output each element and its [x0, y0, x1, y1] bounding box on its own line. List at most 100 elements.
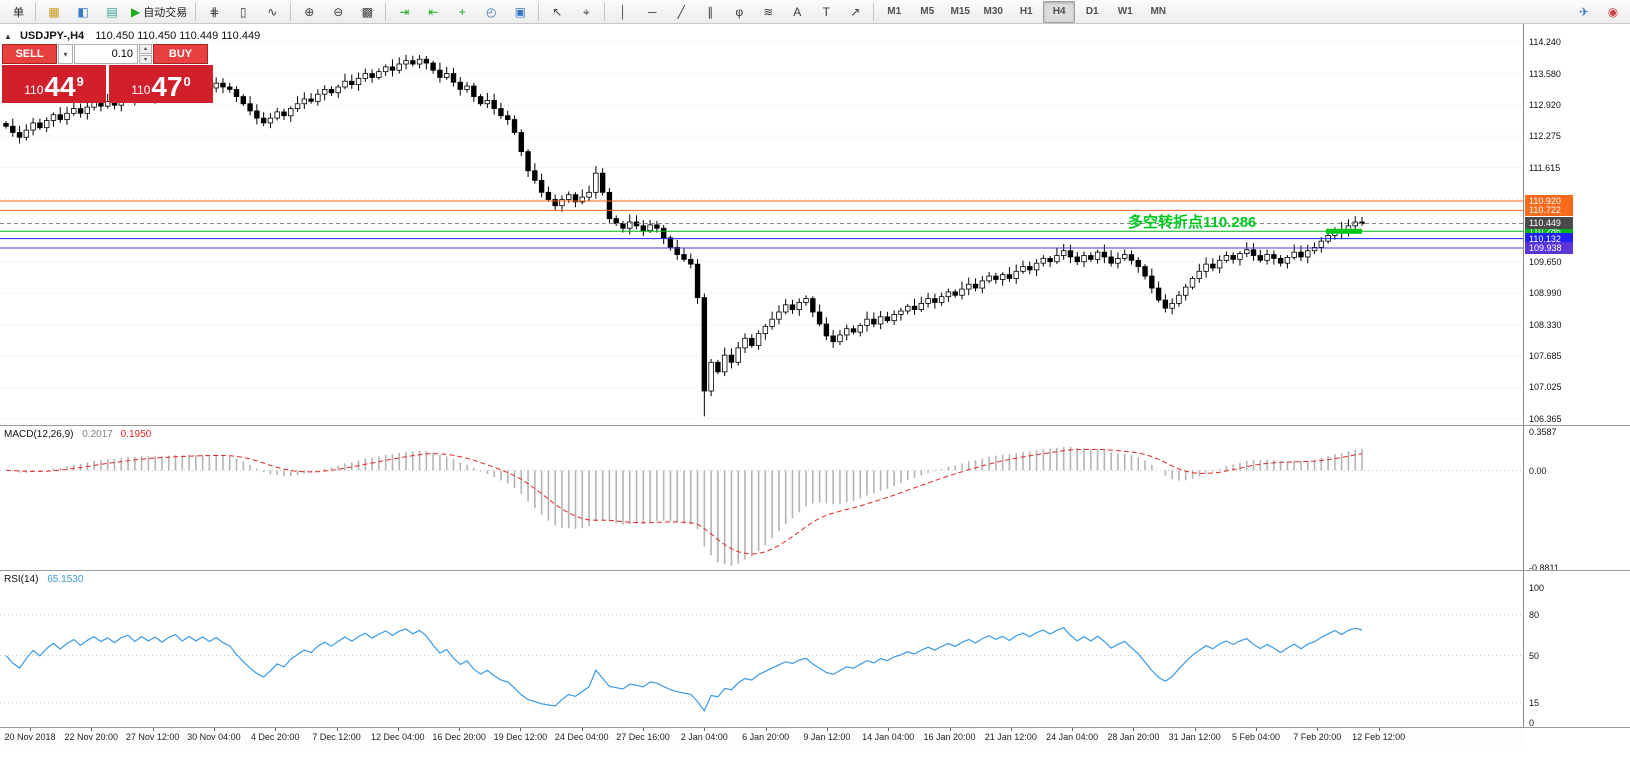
auto-scroll-icon[interactable]: ⇥ [390, 1, 418, 23]
timeframe-m1-button[interactable]: M1 [878, 1, 910, 23]
waves-icon: ≋ [763, 4, 774, 19]
trade-panel-collapse-button[interactable]: ▲ [4, 32, 12, 41]
time-axis-label: 30 Nov 04:00 [187, 732, 241, 742]
new-order-button-label: 单 [13, 6, 24, 19]
text-icon: A [793, 4, 802, 19]
templates-icon[interactable]: ▣ [506, 1, 534, 23]
bar-chart-icon[interactable]: ⋕ [200, 1, 228, 23]
sell-price-prefix: 110 [24, 83, 44, 97]
crosshair-icon[interactable]: ⌖ [572, 1, 600, 23]
autotrading-button[interactable]: ▶ 自动交易 [127, 1, 191, 23]
waves-icon[interactable]: ≋ [754, 1, 782, 23]
buy-button[interactable]: 110 47 0 [109, 65, 213, 103]
zoom-in-icon: ⊕ [304, 4, 315, 19]
channel-icon[interactable]: ∥ [696, 1, 724, 23]
grid-icon[interactable]: ▩ [353, 1, 381, 23]
panel-splitter-rsi[interactable] [0, 570, 1630, 571]
price-chart[interactable] [0, 24, 1523, 425]
fibonacci-icon: φ [735, 4, 744, 19]
cursor-icon: ↖ [552, 4, 563, 19]
timeframe-m15-button[interactable]: M15 [944, 1, 976, 23]
buy-price-sup: 0 [183, 74, 191, 89]
toolbar-separator [35, 2, 36, 21]
text-icon[interactable]: A [783, 1, 811, 23]
new-order-button[interactable]: 单 [3, 1, 31, 23]
time-axis-label: 19 Dec 12:00 [493, 732, 548, 742]
cursor-icon[interactable]: ↖ [543, 1, 571, 23]
horizontal-line-icon[interactable]: ─ [638, 1, 666, 23]
buy-button-small[interactable]: BUY [153, 44, 208, 64]
time-axis-label: 21 Jan 12:00 [984, 732, 1037, 742]
toolbar-separator [385, 2, 387, 21]
support-icon[interactable]: ◉ [1599, 1, 1627, 23]
terminal-icon[interactable]: ▤ [98, 1, 126, 23]
macd-panel[interactable] [0, 426, 1523, 570]
navigator-icon: ◧ [77, 4, 89, 19]
timeframe-m5-button[interactable]: M5 [911, 1, 943, 23]
time-axis-tick [1378, 728, 1380, 731]
timeframe-h4-button[interactable]: H4 [1043, 0, 1076, 23]
trendline-icon[interactable]: ╱ [667, 1, 695, 23]
chart-ohlc-values: 110.450 110.450 110.449 110.449 [95, 30, 261, 42]
chart-shift-icon[interactable]: ⇤ [419, 1, 447, 23]
time-axis-tick [1256, 728, 1257, 731]
new-chart-icon[interactable]: + [448, 1, 476, 23]
volume-down-button[interactable]: ▾ [139, 54, 152, 64]
time-axis-label: 2 Jan 04:00 [680, 732, 728, 742]
arrows-icon[interactable]: ↗ [841, 1, 869, 23]
rsi-axis-label: 0 [1529, 718, 1535, 728]
auto-scroll-icon: ⇥ [399, 4, 410, 19]
volume-dropdown[interactable]: ▾ [58, 44, 73, 64]
macd-label: MACD(12,26,9) 0.2017 0.1950 [4, 429, 151, 440]
timeframe-h1-button[interactable]: H1 [1010, 1, 1042, 23]
bar-chart-icon: ⋕ [209, 4, 220, 19]
timeframe-m30-button[interactable]: M30 [977, 1, 1009, 23]
vertical-line-icon[interactable]: │ [609, 1, 637, 23]
rsi-panel[interactable] [0, 571, 1523, 727]
navigator-icon[interactable]: ◧ [69, 1, 97, 23]
panel-splitter-macd[interactable] [0, 425, 1630, 426]
macd-name: MACD(12,26,9) [4, 429, 74, 440]
rsi-label: RSI(14) 65.1530 [4, 574, 83, 585]
profiles-icon[interactable]: ◴ [477, 1, 505, 23]
toolbar: 单 ▦ ◧ ▤ ▶ 自动交易 ⋕ ▯ ∿ ⊕ ⊖ ▩ ⇥ ⇤ + ◴ ▣ ↖ ⌖ │ ─ ╱ ∥ φ ≋ A T ↗ M1 M5 M15 M3… [0, 0, 1630, 24]
timeframe-m15-button-label: M15 [950, 6, 970, 17]
price-axis-label: 107.025 [1529, 382, 1562, 393]
timeframe-d1-button[interactable]: D1 [1076, 1, 1108, 23]
price-axis-label: 109.650 [1529, 256, 1562, 267]
time-axis-label: 6 Jan 20:00 [742, 732, 790, 742]
volume-up-button[interactable]: ▴ [139, 44, 152, 54]
time-axis-label: 24 Dec 04:00 [554, 732, 609, 742]
time-axis-label: 31 Jan 12:00 [1168, 732, 1221, 742]
time-axis-tick [1072, 728, 1074, 731]
time-axis-tick [765, 728, 767, 731]
community-icon[interactable]: ✈ [1570, 1, 1598, 23]
sell-button-small[interactable]: SELL [2, 44, 57, 64]
time-axis-label: 5 Feb 04:00 [1231, 732, 1281, 742]
toolbar-separator [195, 2, 197, 21]
price-axis-label: 112.275 [1529, 131, 1561, 142]
current-price-tag: 110.449 [1525, 217, 1573, 230]
volume-input[interactable] [74, 44, 138, 64]
turning-point-annotation: 多空转折点110.286 [1128, 214, 1257, 231]
candlestick-chart-icon[interactable]: ▯ [229, 1, 257, 23]
time-axis-tick [704, 728, 706, 731]
time-axis-tick [1133, 728, 1135, 731]
time-axis: 20 Nov 2018 22 Nov 20:00 27 Nov 12:00 30 No… [0, 728, 1523, 748]
label-icon[interactable]: T [812, 1, 840, 23]
market-watch-icon[interactable]: ▦ [40, 1, 68, 23]
line-chart-icon[interactable]: ∿ [258, 1, 286, 23]
rsi-value: 65.1530 [47, 574, 84, 585]
timeframe-mn-button[interactable]: MN [1142, 1, 1174, 23]
time-axis-tick [91, 728, 93, 731]
zoom-out-icon[interactable]: ⊖ [324, 1, 352, 23]
timeframe-w1-button[interactable]: W1 [1109, 1, 1141, 23]
macd-signal-value: 0.1950 [120, 429, 152, 440]
macd-main-value: 0.2017 [82, 429, 113, 440]
fibonacci-icon[interactable]: φ [725, 1, 753, 23]
time-axis-tick [397, 728, 399, 731]
zoom-in-icon[interactable]: ⊕ [295, 1, 323, 23]
arrows-icon: ↗ [850, 4, 861, 19]
time-axis-label: 27 Dec 16:00 [616, 732, 670, 742]
sell-button[interactable]: 110 44 9 [2, 65, 106, 103]
